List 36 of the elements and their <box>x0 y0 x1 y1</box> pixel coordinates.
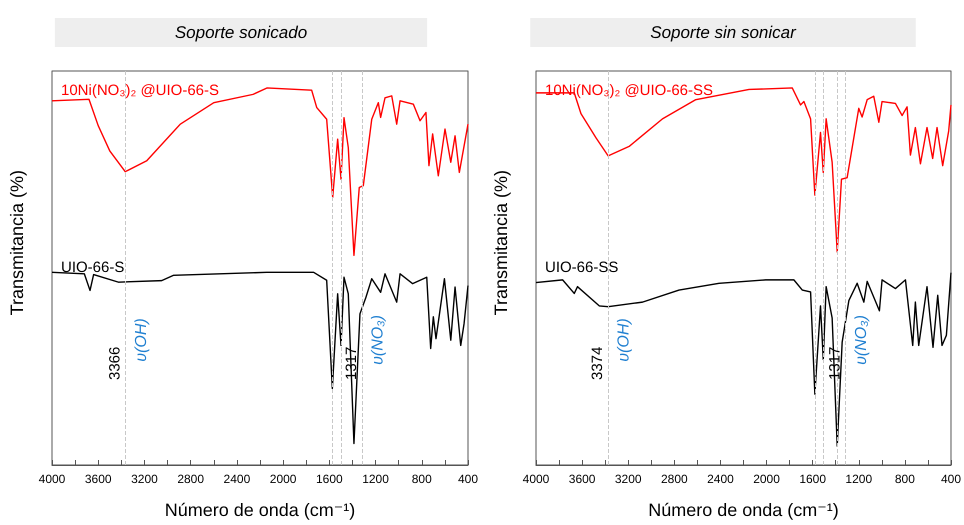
annotation: υ(OH) <box>616 318 633 362</box>
y-axis-title: Transmitancia (%) <box>7 170 27 316</box>
x-tick-label: 1600 <box>316 472 344 486</box>
x-tick-label: 2400 <box>224 472 251 486</box>
x-tick-label: 2800 <box>660 472 688 486</box>
x-tick-label: 800 <box>894 472 916 486</box>
x-tick-label: 3200 <box>614 472 642 486</box>
x-tick-label: 2800 <box>177 472 204 486</box>
series-label: 10Ni(NO₃)₂ @UIO-66-S <box>61 82 220 99</box>
ref-line-label: 3374 <box>589 346 606 380</box>
x-tick-label: 400 <box>940 472 962 486</box>
annotation: υ(NO₃) <box>370 315 387 365</box>
series-label: UIO-66-SS <box>545 259 618 276</box>
x-tick-label: 800 <box>412 472 432 486</box>
ref-line-label: 3366 <box>106 346 124 380</box>
x-tick-label: 4000 <box>38 472 66 486</box>
x-tick-label: 400 <box>458 472 478 486</box>
x-tick-label: 3600 <box>568 472 596 486</box>
y-axis-title: Transmitancia (%) <box>491 170 511 316</box>
x-tick-label: 4000 <box>522 472 550 486</box>
x-tick-label: 2000 <box>753 472 780 486</box>
x-axis-title: Número de onda (cm⁻¹) <box>164 500 356 520</box>
x-tick-label: 2400 <box>707 472 734 486</box>
series-label: 10Ni(NO₃)₂ @UIO-66-SS <box>545 82 714 99</box>
chart-title: Soporte sonicado <box>174 23 308 42</box>
annotation: υ(OH) <box>132 318 150 362</box>
series-label: UIO-66-S <box>61 259 124 276</box>
x-tick-label: 1200 <box>362 472 390 486</box>
x-tick-label: 2000 <box>270 472 297 486</box>
x-tick-label: 1200 <box>845 472 872 486</box>
annotation: υ(NO₃) <box>852 315 870 365</box>
x-tick-label: 3200 <box>131 472 158 486</box>
x-tick-label: 3600 <box>84 472 112 486</box>
chart-title: Soporte sin sonicar <box>650 23 798 42</box>
x-axis-title: Número de onda (cm⁻¹) <box>648 500 839 520</box>
x-tick-label: 1600 <box>799 472 826 486</box>
